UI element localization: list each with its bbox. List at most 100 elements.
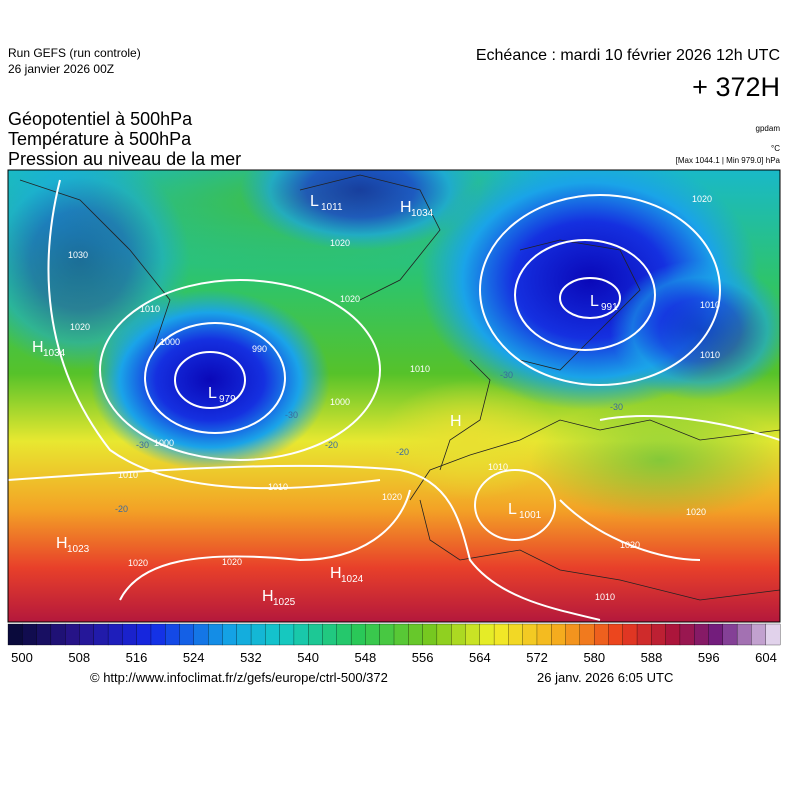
colorbar-swatch: [79, 623, 95, 646]
contour-label: 1020: [686, 507, 706, 517]
temperature-label: -30: [610, 402, 623, 412]
isobar: [99, 279, 381, 461]
field: [380, 380, 560, 500]
generated-time: 26 janv. 2026 6:05 UTC: [537, 670, 673, 685]
colorbar-tick-label: 572: [526, 650, 548, 665]
colorbar-swatch: [694, 623, 709, 646]
contour-label: 1000: [154, 438, 174, 448]
lead-time: + 372H: [692, 72, 780, 102]
isobar: [479, 194, 721, 386]
isobar: [144, 322, 286, 434]
contour-label: 990: [252, 344, 267, 354]
colorbar-swatch: [193, 623, 209, 646]
colorbar-swatch: [36, 623, 52, 646]
colorbar-tick-label: 524: [183, 650, 205, 665]
colorbar-swatch: [493, 623, 509, 646]
colorbar-swatch: [165, 623, 181, 646]
contour-label: 1020: [692, 194, 712, 204]
center-letter: L: [208, 385, 217, 402]
colorbar-swatch: [265, 623, 281, 646]
colorbar-swatch: [765, 623, 781, 646]
center-pressure: 1001: [519, 510, 542, 521]
center-letter: L: [310, 193, 319, 210]
contour-label: 1010: [488, 462, 508, 472]
colorbar-swatch: [479, 623, 495, 646]
map-frame: [7, 169, 781, 623]
isobar: [514, 239, 656, 351]
contour-label: 1020: [620, 540, 640, 550]
colorbar-swatch: [708, 623, 724, 646]
temperature-label: -20: [396, 447, 409, 457]
colorbar-swatch: [250, 623, 266, 646]
colorbar-swatch: [636, 623, 652, 646]
center-letter: H: [330, 565, 342, 582]
title: Pression au niveau de la mer: [8, 149, 241, 169]
colorbar-tick-label: 508: [68, 650, 90, 665]
colorbar-swatch: [551, 623, 567, 646]
colorbar-tick-label: 548: [355, 650, 377, 665]
colorbar-swatch: [408, 623, 424, 646]
isobar: [474, 469, 556, 541]
contour-label: 1020: [222, 557, 242, 567]
contour-label: 1020: [128, 558, 148, 568]
isobars: [8, 179, 780, 621]
isobar: [119, 489, 411, 601]
colorbar-swatch: [22, 623, 38, 646]
colorbar-swatch: [222, 623, 238, 646]
contour-label: 1010: [595, 592, 615, 602]
center-pressure: 1011: [321, 202, 343, 213]
valid-time: Echéance : mardi 10 février 2026 12h UTC: [476, 47, 780, 64]
isobar: [174, 351, 246, 409]
center-pressure: 979: [219, 394, 236, 405]
colorbar-swatch: [622, 623, 638, 646]
center-pressure: 991: [601, 302, 618, 313]
temperature-label: -30: [285, 410, 298, 420]
colorbar-swatch: [336, 623, 352, 646]
contour-label: 1010: [410, 364, 430, 374]
colorbar-swatch: [722, 623, 738, 646]
colorbar-swatch: [508, 623, 524, 646]
contour-label: 1020: [70, 322, 90, 332]
colorbar-swatch: [536, 623, 552, 646]
contour-label: 1010: [140, 304, 160, 314]
colorbar-swatch: [393, 623, 409, 646]
colorbar-swatch: [751, 623, 767, 646]
title: Température à 500hPa: [8, 129, 192, 149]
colorbar-swatch: [565, 623, 581, 646]
colorbar-swatch: [379, 623, 395, 646]
center-pressure: 1024: [341, 574, 364, 585]
colorbar-swatch: [236, 623, 252, 646]
temperature-label: -20: [115, 504, 128, 514]
colorbar-swatch: [451, 623, 466, 646]
colorbar-swatch: [651, 623, 667, 646]
contour-label: 1020: [340, 294, 360, 304]
colorbar-swatch: [279, 623, 295, 646]
colorbar-tick-label: 604: [755, 650, 777, 665]
contour-label: 1000: [160, 337, 180, 347]
temperature-label: -20: [325, 440, 338, 450]
colorbar-swatch: [436, 623, 452, 646]
contour-label: 1010: [700, 300, 720, 310]
isobar: [47, 179, 381, 490]
run-label: Run GEFS (run controle): [8, 46, 141, 60]
colorbar-tick-label: 596: [698, 650, 720, 665]
center-letter: H: [32, 339, 44, 356]
unit: °C: [771, 144, 780, 153]
colorbar-swatch: [136, 623, 152, 646]
coastline: [19, 174, 780, 601]
isobar: [559, 415, 780, 561]
colorbar-swatch: [7, 623, 23, 646]
colorbar-swatch: [350, 623, 366, 646]
contour-label: 1020: [382, 492, 402, 502]
colorbar-tick-label: 540: [297, 650, 319, 665]
colorbar-swatch: [422, 623, 438, 646]
colorbar-tick-label: 532: [240, 650, 262, 665]
run-date: 26 janvier 2026 00Z: [8, 62, 114, 76]
center-letter: L: [590, 293, 599, 310]
center-letter: H: [56, 535, 68, 552]
isobar: [8, 464, 601, 621]
center-pressure: 1034: [43, 348, 66, 359]
colorbar-swatch: [308, 623, 323, 646]
